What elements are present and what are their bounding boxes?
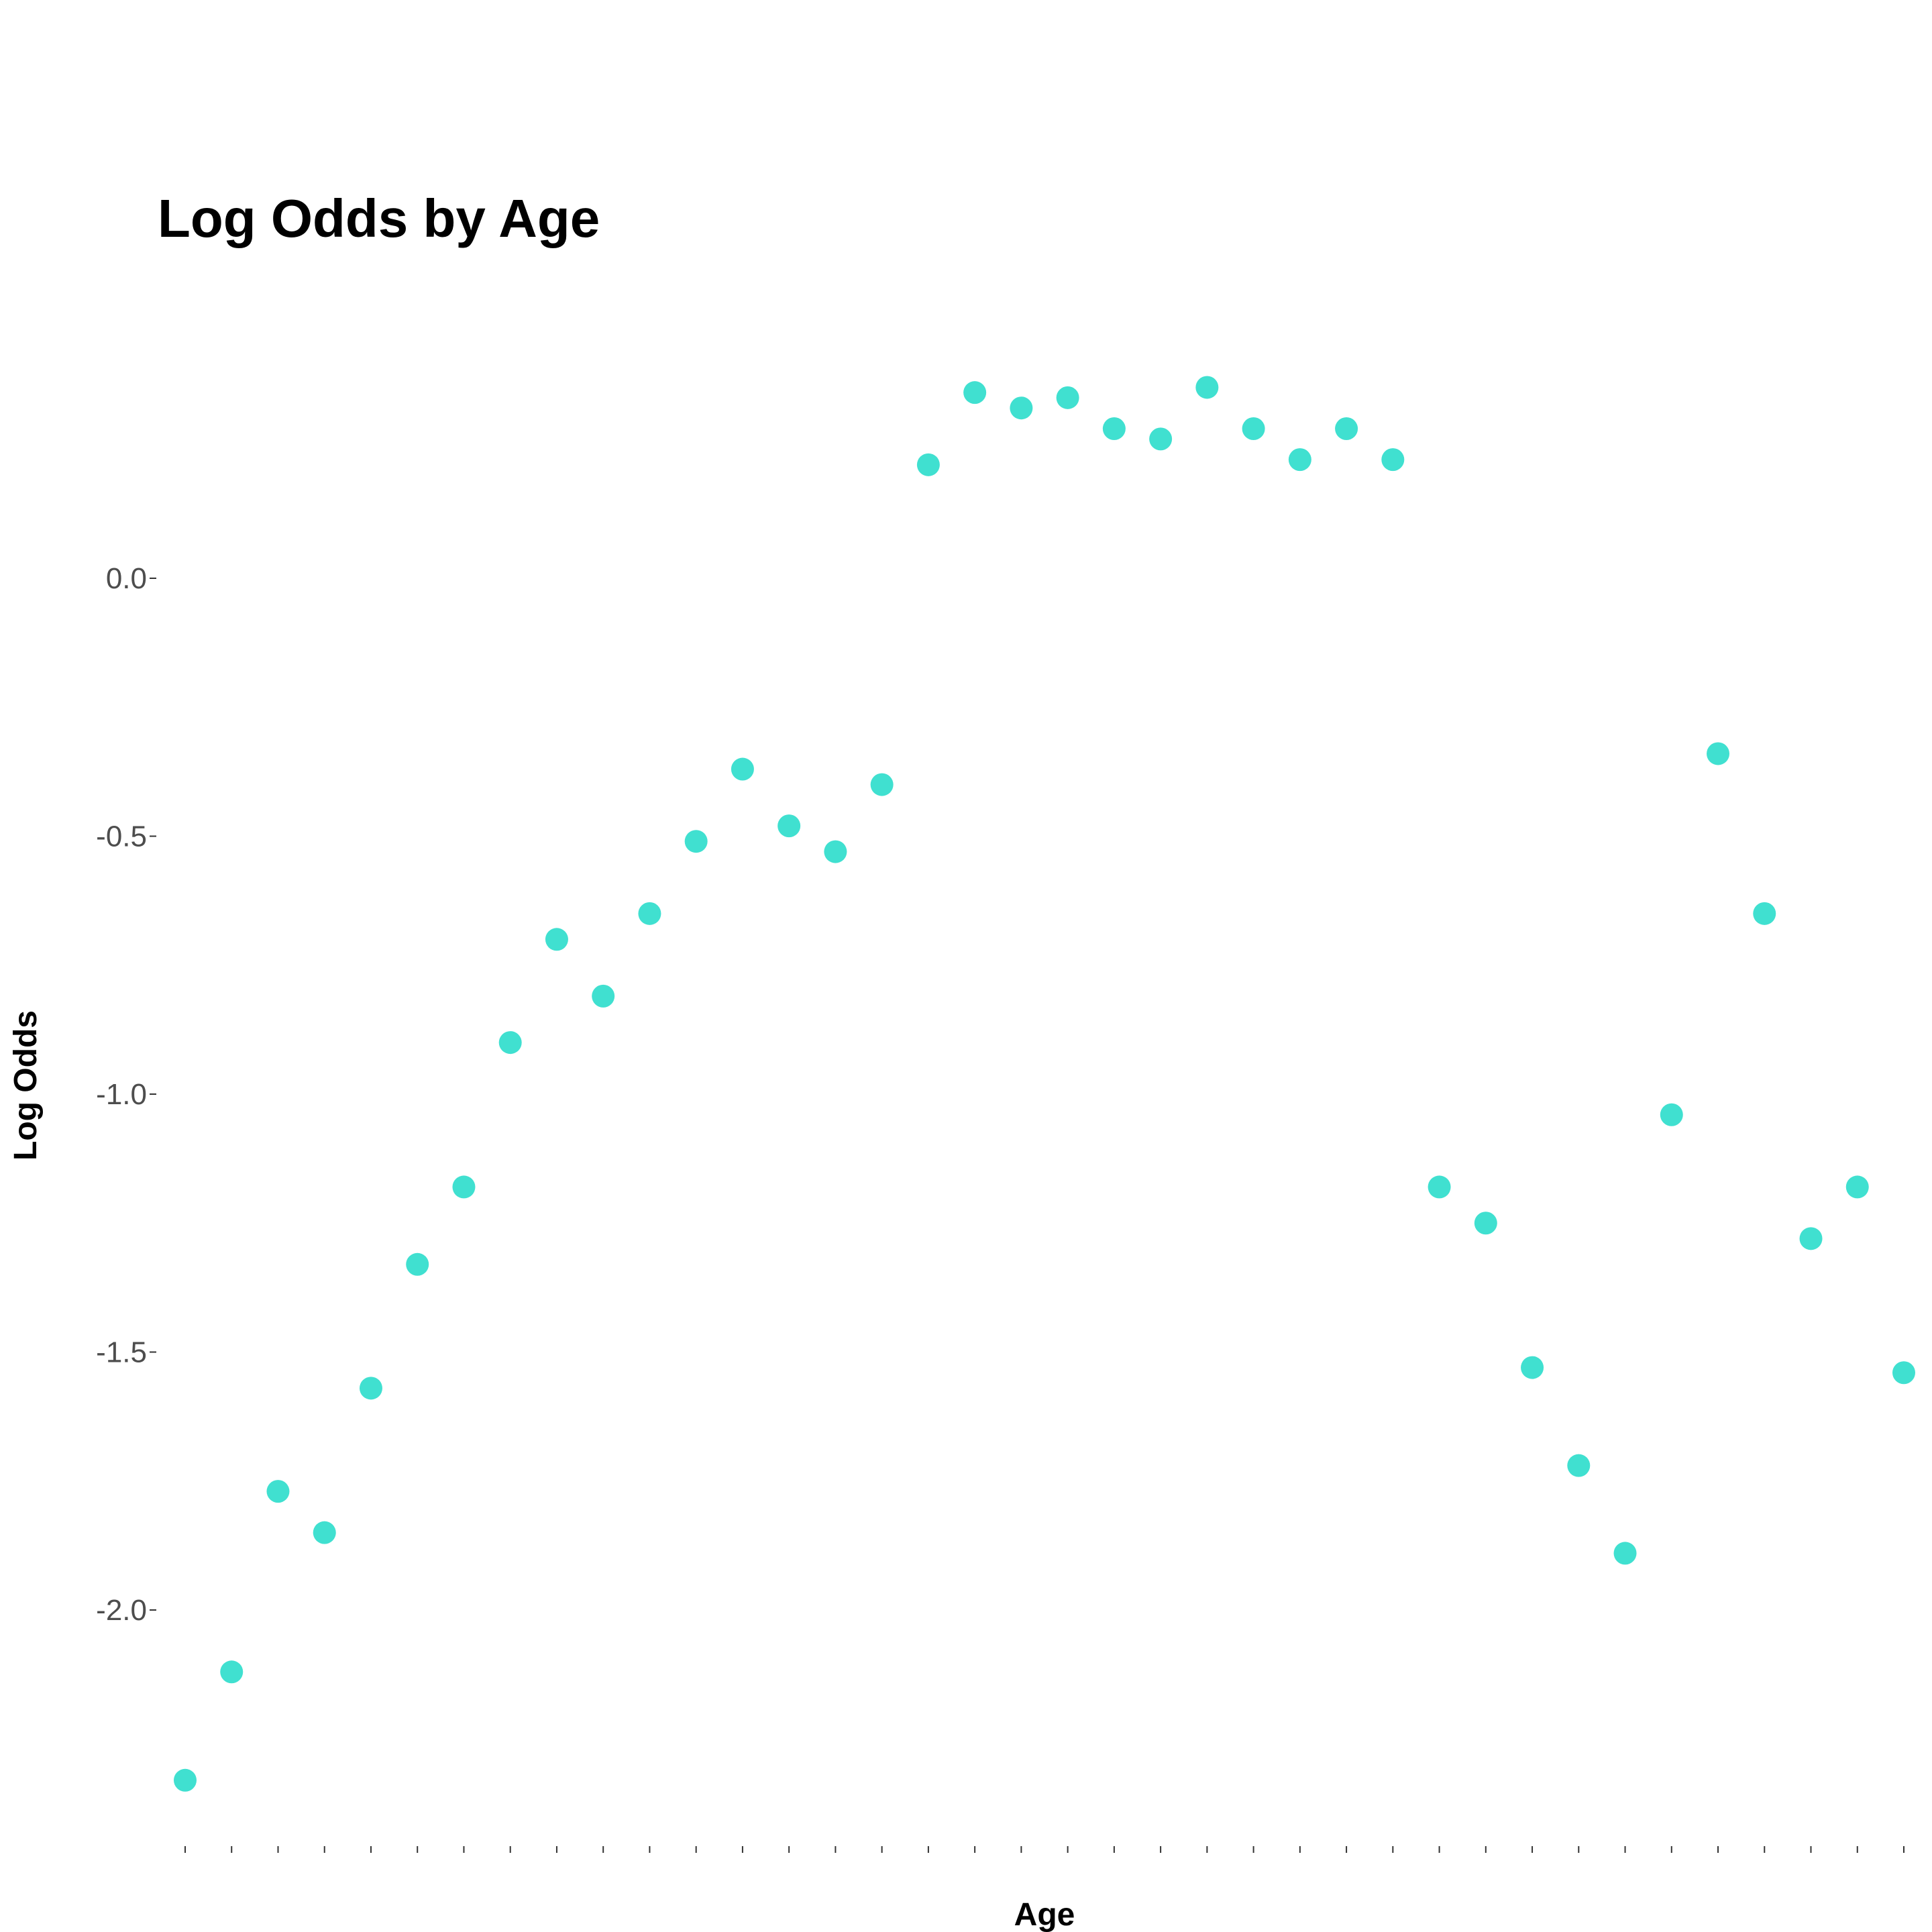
data-point bbox=[452, 1175, 476, 1199]
data-point bbox=[1428, 1175, 1451, 1199]
data-point bbox=[1335, 417, 1358, 440]
data-point bbox=[870, 773, 894, 796]
data-point bbox=[313, 1521, 336, 1544]
y-tick-label: 0.0 bbox=[106, 562, 147, 595]
data-point bbox=[220, 1660, 244, 1684]
data-point bbox=[731, 757, 754, 781]
data-point bbox=[545, 928, 568, 951]
data-point bbox=[1010, 396, 1033, 420]
data-point bbox=[1753, 902, 1776, 925]
data-point bbox=[1707, 742, 1730, 765]
data-point bbox=[1799, 1227, 1823, 1250]
data-point bbox=[1845, 1175, 1869, 1199]
data-point bbox=[406, 1252, 429, 1276]
data-point bbox=[963, 381, 987, 405]
data-point bbox=[1613, 1542, 1637, 1565]
data-point bbox=[1056, 386, 1079, 409]
data-point bbox=[1474, 1212, 1497, 1235]
data-point bbox=[1660, 1103, 1683, 1126]
data-point bbox=[1567, 1454, 1591, 1477]
y-axis: 0.0 -0.5 -1.0 -1.5 -2.0 bbox=[96, 562, 156, 1627]
data-point bbox=[174, 1768, 197, 1792]
data-point bbox=[824, 840, 847, 863]
data-point bbox=[1381, 448, 1405, 472]
data-point bbox=[359, 1377, 382, 1400]
data-point bbox=[1195, 376, 1219, 399]
data-points bbox=[174, 376, 1915, 1792]
data-point bbox=[777, 814, 801, 838]
y-tick-label: -1.0 bbox=[96, 1078, 147, 1111]
data-point bbox=[1242, 417, 1265, 440]
y-tick-label: -1.5 bbox=[96, 1336, 147, 1369]
y-axis-title: Log Odds bbox=[8, 1010, 44, 1161]
data-point bbox=[1149, 427, 1173, 451]
data-point bbox=[498, 1031, 522, 1055]
data-point bbox=[1102, 417, 1126, 440]
x-axis-title: Age bbox=[1014, 1897, 1075, 1932]
data-point bbox=[1288, 448, 1311, 472]
data-point bbox=[638, 902, 661, 925]
data-point bbox=[266, 1480, 290, 1503]
data-point bbox=[1521, 1356, 1544, 1379]
y-tick-label: -2.0 bbox=[96, 1594, 147, 1627]
x-axis bbox=[184, 1846, 1904, 1853]
data-point bbox=[684, 830, 708, 853]
data-point bbox=[916, 453, 940, 476]
data-point bbox=[592, 984, 615, 1008]
data-point bbox=[1892, 1361, 1915, 1385]
chart-title: Log Odds by Age bbox=[158, 189, 600, 248]
y-tick-label: -0.5 bbox=[96, 820, 147, 853]
